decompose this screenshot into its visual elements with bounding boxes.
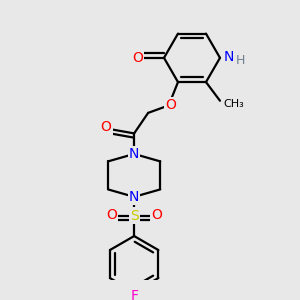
Text: N: N (129, 190, 139, 204)
Text: O: O (132, 51, 143, 65)
Text: S: S (130, 208, 139, 223)
Text: O: O (106, 208, 117, 222)
Text: CH₃: CH₃ (224, 99, 244, 109)
Text: N: N (129, 147, 139, 161)
Text: F: F (130, 289, 138, 300)
Text: O: O (165, 98, 176, 112)
Text: H: H (236, 54, 245, 67)
Text: O: O (151, 208, 162, 222)
Text: O: O (101, 120, 112, 134)
Text: N: N (224, 50, 234, 64)
